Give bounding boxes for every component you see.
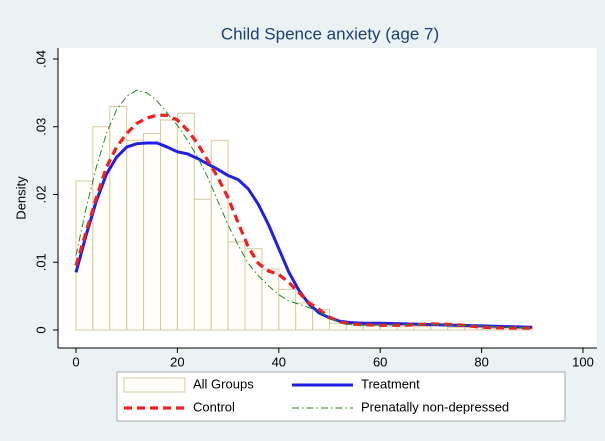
legend-swatch (123, 377, 186, 393)
y-tick-label: 0 (33, 326, 48, 333)
histogram-bar (193, 198, 212, 331)
x-tick-label: 100 (572, 354, 594, 369)
x-tick-label: 20 (170, 354, 184, 369)
histogram-bar (92, 126, 111, 331)
x-tick-label: 60 (373, 354, 387, 369)
histogram-bar (126, 139, 145, 331)
legend-label: Prenatally non-depressed (361, 399, 509, 414)
chart-title: Child Spence anxiety (age 7) (221, 24, 439, 43)
x-tick-label: 40 (272, 354, 286, 369)
y-tick-label: .02 (33, 185, 48, 203)
x-tick-label: 0 (72, 354, 79, 369)
legend-label: Treatment (361, 376, 420, 391)
histogram-bar (75, 180, 94, 331)
y-tick-label: .03 (33, 118, 48, 136)
y-axis-label: Density (13, 176, 28, 220)
histogram-bar (261, 268, 280, 331)
y-tick-label: .04 (33, 50, 48, 68)
histogram-bar (210, 139, 229, 331)
histogram-bar (413, 326, 432, 331)
histogram-bar (278, 288, 297, 331)
histogram-bar (447, 326, 466, 331)
y-tick-label: .01 (33, 253, 48, 271)
x-tick-label: 80 (474, 354, 488, 369)
histogram-bar (176, 112, 195, 331)
histogram-bar (143, 133, 162, 331)
density-line (75, 89, 533, 329)
legend-label: Control (193, 399, 235, 414)
legend-label: All Groups (193, 376, 254, 391)
histogram-bar (244, 248, 263, 331)
histogram-bar (227, 241, 246, 331)
density-line (74, 141, 533, 329)
legend (116, 371, 566, 422)
histogram-bar (109, 105, 128, 331)
